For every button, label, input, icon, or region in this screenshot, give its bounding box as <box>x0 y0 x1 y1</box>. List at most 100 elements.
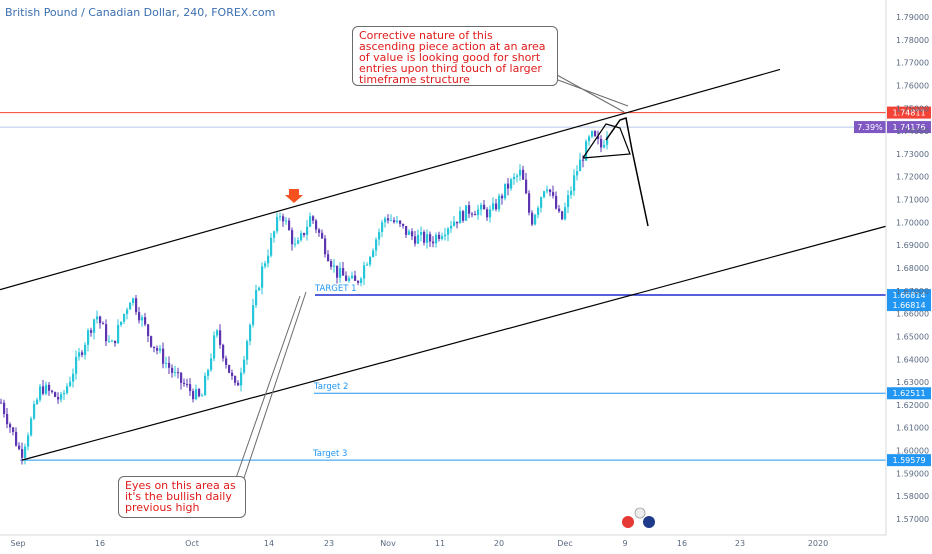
candle-body <box>318 229 321 233</box>
candle-body <box>462 211 465 221</box>
price-badge <box>887 289 931 302</box>
candle-body <box>345 275 348 281</box>
candle-body <box>9 424 12 428</box>
wedge-pattern <box>582 123 631 159</box>
candle-body <box>198 389 201 397</box>
candle-body <box>285 220 288 222</box>
candle-body <box>246 341 249 360</box>
candle-body <box>111 340 114 342</box>
price-tick-label: 1.58000 <box>896 492 929 501</box>
candle-body <box>324 238 327 255</box>
candle-body <box>351 275 354 279</box>
candle-body <box>132 298 135 303</box>
candle-body <box>558 208 561 212</box>
price-tick-label: 1.69000 <box>896 241 929 250</box>
candle-body <box>369 256 372 265</box>
price-badge <box>887 387 931 400</box>
candle-body <box>354 275 357 281</box>
callout-connector <box>557 79 629 107</box>
candle-body <box>279 216 282 218</box>
time-tick-label: 14 <box>264 539 274 548</box>
price-tick-label: 1.72000 <box>896 173 929 182</box>
candle-body <box>333 265 336 267</box>
time-tick-label: 20 <box>494 539 504 548</box>
level-lines: 1.74811 7.39% 1.74176 TARGET 1 1.66814 Target… <box>0 106 931 467</box>
candle-body <box>399 220 402 224</box>
time-tick-label: 11 <box>435 539 445 548</box>
candle-body <box>390 220 393 222</box>
candle-body <box>216 330 219 336</box>
candle-body <box>453 221 456 226</box>
candle-body <box>573 175 576 191</box>
candles <box>0 130 609 465</box>
price-tick-label: 1.76000 <box>896 81 929 90</box>
candle-body <box>294 243 297 245</box>
candle-body <box>300 233 303 241</box>
candle-body <box>498 195 501 210</box>
top-annotation[interactable]: Corrective nature of this ascending piec… <box>352 26 558 86</box>
time-tick-label: 23 <box>324 539 334 548</box>
price-badge-label: 1.62511 <box>892 389 925 398</box>
candle-body <box>495 203 498 210</box>
candle-body <box>0 402 3 404</box>
candle-body <box>183 382 186 385</box>
price-tick-label: 1.73000 <box>896 150 929 159</box>
candle-body <box>81 352 84 355</box>
time-tick-label: 2020 <box>808 539 828 548</box>
bottom-annotation[interactable]: Eyes on this area as it's the bullish da… <box>118 476 246 518</box>
candle-body <box>240 372 243 386</box>
candle-body <box>141 317 144 321</box>
candle-body <box>432 241 435 244</box>
candle-body <box>600 138 603 148</box>
price-tick-label: 1.63000 <box>896 378 929 387</box>
gb-flag-icon <box>643 516 655 528</box>
candle-body <box>552 192 555 196</box>
candle-body <box>219 330 222 345</box>
price-badge <box>887 121 931 134</box>
candle-body <box>327 254 330 262</box>
callout-connector <box>547 69 625 113</box>
candle-body <box>534 214 537 225</box>
candle-body <box>12 427 15 432</box>
change-badge <box>854 121 886 134</box>
target-label: Target 2 <box>313 382 348 392</box>
channel-lower-line <box>21 225 887 461</box>
candle-body <box>477 209 480 216</box>
price-badge <box>887 454 931 467</box>
candle-body <box>591 131 594 137</box>
candle-body <box>273 231 276 238</box>
price-tick-label: 1.75000 <box>896 104 929 113</box>
candle-body <box>489 209 492 218</box>
price-tick-label: 1.68000 <box>896 264 929 273</box>
price-tick-label: 1.61000 <box>896 424 929 433</box>
candle-body <box>129 302 132 310</box>
candle-body <box>24 446 27 458</box>
candle-body <box>243 359 246 373</box>
candle-body <box>519 169 522 176</box>
candle-body <box>528 193 531 213</box>
price-tick-label: 1.65000 <box>896 332 929 341</box>
candle-body <box>603 144 606 148</box>
candle-body <box>594 131 597 137</box>
candle-body <box>159 348 162 351</box>
candle-body <box>156 348 159 351</box>
time-tick-label: Oct <box>185 539 199 548</box>
candle-body <box>6 414 9 425</box>
candle-body <box>39 386 42 400</box>
candle-body <box>117 324 120 344</box>
candle-body <box>423 231 426 243</box>
time-tick-label: 23 <box>735 539 745 548</box>
candle-body <box>543 191 546 198</box>
candle-body <box>258 287 261 291</box>
candle-body <box>231 372 234 377</box>
candle-body <box>504 183 507 199</box>
candle-body <box>72 373 75 382</box>
callout-connector <box>235 295 301 479</box>
candle-body <box>69 381 72 387</box>
price-tick-label: 1.62000 <box>896 401 929 410</box>
candle-body <box>483 204 486 210</box>
change-badge-label: 7.39% <box>857 123 883 132</box>
candle-body <box>237 382 240 386</box>
